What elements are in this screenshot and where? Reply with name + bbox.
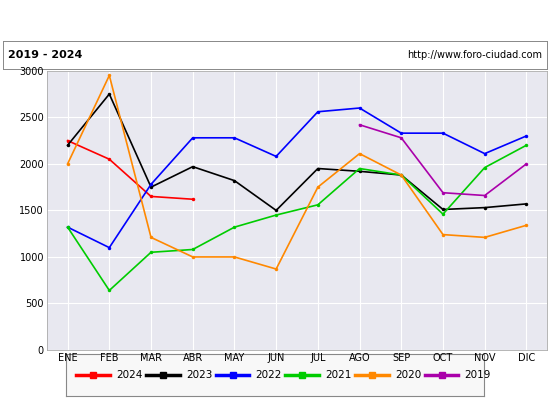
- Text: http://www.foro-ciudad.com: http://www.foro-ciudad.com: [407, 50, 542, 60]
- Text: 2023: 2023: [186, 370, 212, 380]
- Text: 2019 - 2024: 2019 - 2024: [8, 50, 82, 60]
- Text: 2022: 2022: [256, 370, 282, 380]
- Text: 2021: 2021: [325, 370, 351, 380]
- Text: 2019: 2019: [465, 370, 491, 380]
- Text: Evolucion Nº Turistas Nacionales en el municipio de Santa Cruz de la Palma: Evolucion Nº Turistas Nacionales en el m…: [25, 13, 525, 26]
- Text: 2020: 2020: [395, 370, 421, 380]
- Text: 2024: 2024: [116, 370, 142, 380]
